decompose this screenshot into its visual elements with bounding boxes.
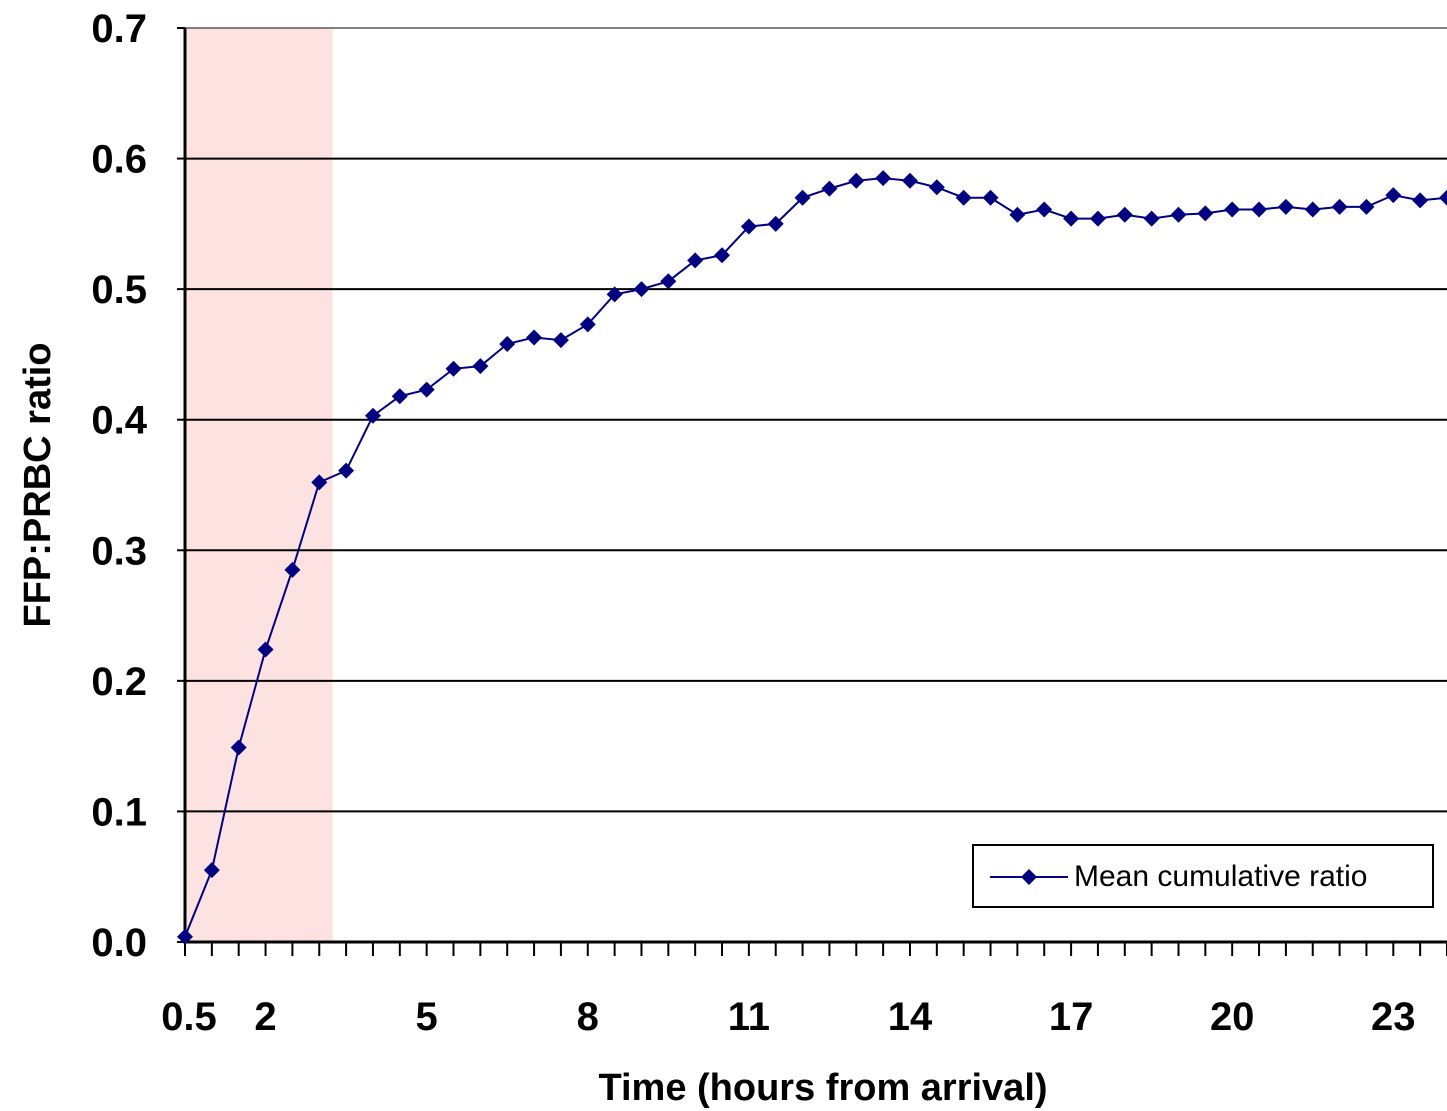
y-tick-label: 0.2 xyxy=(91,660,147,704)
data-point xyxy=(767,215,784,232)
data-point xyxy=(606,286,623,303)
data-point xyxy=(1116,206,1133,223)
y-axis-title: FFP:PRBC ratio xyxy=(17,343,59,628)
data-point xyxy=(526,329,543,346)
x-tick-label: 0.5 xyxy=(161,995,217,1039)
legend-marker xyxy=(1021,869,1037,885)
y-tick-labels: 0.0 0.1 0.2 0.3 0.4 0.5 0.6 0.7 xyxy=(91,7,147,965)
data-point xyxy=(1143,210,1160,227)
y-tick-label: 0.0 xyxy=(91,921,147,965)
data-point xyxy=(1036,201,1053,218)
data-point xyxy=(257,641,274,658)
data-point xyxy=(848,172,865,189)
x-tick-label: 14 xyxy=(888,995,933,1039)
data-point xyxy=(1009,206,1026,223)
x-axis-title: Time (hours from arrival) xyxy=(598,1067,1047,1109)
y-tick-label: 0.7 xyxy=(91,7,147,51)
data-point xyxy=(1197,205,1214,222)
data-point xyxy=(1251,201,1268,218)
data-point xyxy=(230,739,247,756)
data-point xyxy=(338,462,355,479)
data-point xyxy=(1358,198,1375,215)
data-point xyxy=(821,180,838,197)
data-point xyxy=(660,273,677,290)
data-point xyxy=(928,179,945,196)
data-point xyxy=(284,561,301,578)
data-point xyxy=(875,170,892,187)
y-tick-label: 0.5 xyxy=(91,268,147,312)
data-point xyxy=(579,316,596,333)
data-point xyxy=(687,252,704,269)
data-point xyxy=(1331,198,1348,215)
data-point xyxy=(203,862,220,879)
gridlines xyxy=(185,27,1447,813)
x-tick-label: 20 xyxy=(1210,995,1255,1039)
legend: Mean cumulative ratio xyxy=(972,844,1434,908)
data-point xyxy=(364,407,381,424)
data-point xyxy=(1170,206,1187,223)
series xyxy=(177,170,1447,945)
x-ticks xyxy=(184,942,1447,956)
data-point xyxy=(311,474,328,491)
data-point xyxy=(391,388,408,405)
axes xyxy=(177,27,1447,944)
x-tick-label: 11 xyxy=(728,995,770,1039)
data-point xyxy=(955,189,972,206)
data-point xyxy=(1063,210,1080,227)
data-point xyxy=(418,381,435,398)
y-tick-label: 0.3 xyxy=(91,529,147,573)
x-tick-label: 23 xyxy=(1371,995,1416,1039)
series-line xyxy=(184,177,1447,938)
highlight-region xyxy=(185,28,333,942)
x-tick-label: 5 xyxy=(416,995,438,1039)
data-point xyxy=(1224,201,1241,218)
x-tick-label: 17 xyxy=(1049,995,1094,1039)
legend-label: Mean cumulative ratio xyxy=(1074,860,1367,893)
data-point xyxy=(714,247,731,264)
data-point xyxy=(1412,192,1429,209)
y-tick-label: 0.1 xyxy=(91,790,147,834)
data-point xyxy=(1304,201,1321,218)
data-point xyxy=(499,335,516,352)
x-tick-label: 8 xyxy=(577,995,599,1039)
y-tick-label: 0.4 xyxy=(91,399,147,443)
x-tick-label: 2 xyxy=(254,995,276,1039)
data-point xyxy=(1439,189,1447,206)
data-point xyxy=(445,360,462,377)
y-tick-label: 0.6 xyxy=(91,138,147,182)
data-point xyxy=(1089,210,1106,227)
data-point xyxy=(552,332,569,349)
data-point xyxy=(982,189,999,206)
x-tick-labels: 0.5 2 5 8 11 14 17 20 23 xyxy=(161,995,1415,1039)
data-point xyxy=(633,281,650,298)
data-point xyxy=(1277,198,1294,215)
data-point xyxy=(740,218,757,235)
data-point xyxy=(177,928,193,945)
data-point xyxy=(794,189,811,206)
data-point xyxy=(1385,187,1402,204)
data-point xyxy=(901,172,918,189)
data-point xyxy=(472,358,489,375)
